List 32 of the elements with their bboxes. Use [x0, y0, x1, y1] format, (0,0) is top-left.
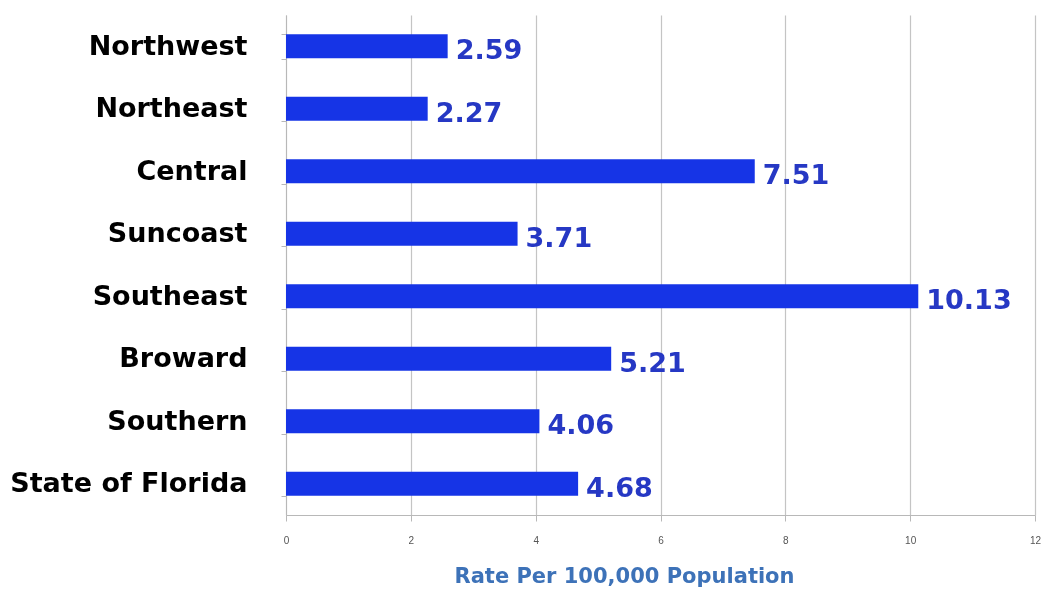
data-label: 3.71 [525, 221, 593, 253]
data-label: 7.51 [762, 159, 830, 191]
x-tick-label: 4 [533, 534, 540, 546]
bar [286, 471, 579, 496]
bar [286, 346, 612, 371]
bar [286, 284, 919, 309]
y-tick-label: Suncoast [107, 217, 248, 249]
bar [286, 159, 755, 184]
x-tick-label: 0 [283, 534, 290, 546]
data-label: 10.13 [926, 284, 1012, 316]
data-label: 4.06 [547, 409, 615, 441]
y-tick-label: State of Florida [10, 467, 248, 499]
x-tick-label: 2 [408, 534, 415, 546]
y-tick-label: Southern [107, 404, 248, 436]
x-tick-label: 8 [783, 534, 790, 546]
y-tick-label: Southeast [92, 279, 248, 311]
bar [286, 221, 518, 246]
y-tick-label: Northeast [95, 92, 248, 124]
bar [286, 34, 448, 59]
data-label: 2.59 [455, 34, 523, 66]
bar [286, 96, 428, 121]
y-tick-label: Central [136, 154, 248, 186]
data-label: 5.21 [619, 346, 686, 378]
y-tick-label: Broward [119, 342, 248, 374]
y-tick-label: Northwest [88, 29, 248, 61]
data-label: 2.27 [435, 96, 503, 128]
data-label: 4.68 [586, 471, 653, 503]
x-tick-label: 12 [1029, 534, 1042, 546]
bar [286, 409, 540, 434]
x-axis-title: Rate Per 100,000 Population [454, 563, 795, 588]
x-tick-label: 10 [905, 534, 917, 546]
x-tick-label: 6 [658, 534, 665, 546]
